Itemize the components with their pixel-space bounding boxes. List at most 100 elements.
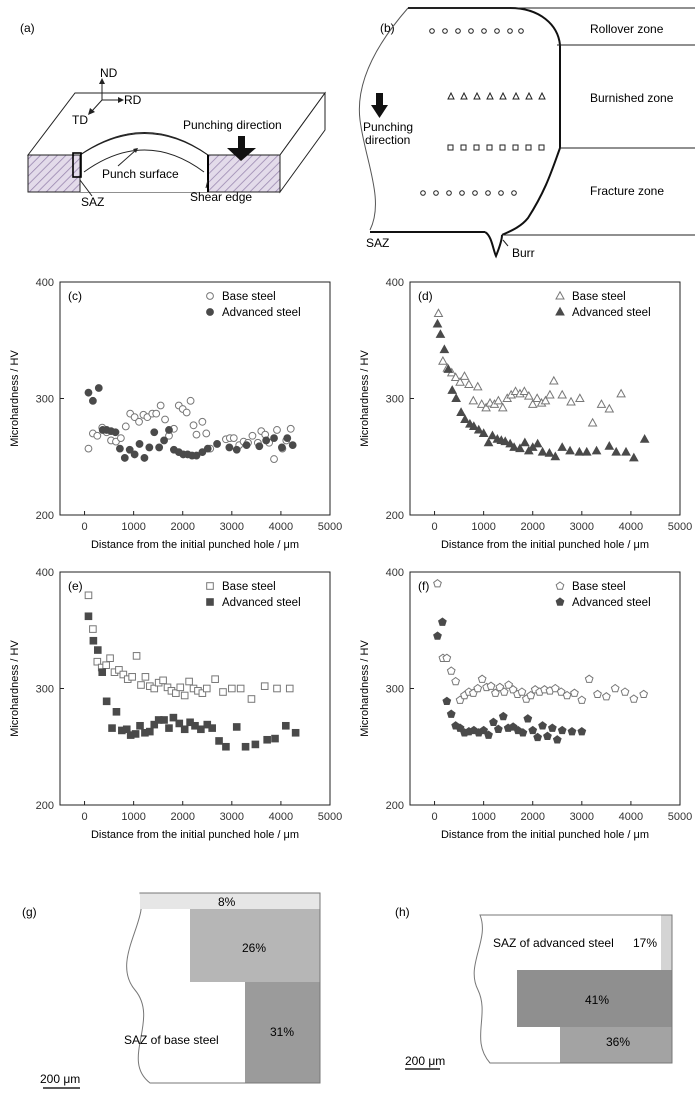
punching-direction-label-b2: direction — [365, 133, 410, 147]
data-point — [128, 673, 136, 681]
data-point — [136, 721, 144, 730]
panel-letter: (e) — [68, 579, 83, 593]
data-point — [93, 657, 102, 666]
y-axis-label: Microhardness / HV — [9, 350, 21, 447]
data-point — [478, 428, 489, 437]
data-point — [120, 454, 129, 462]
marker-row-rollover — [429, 28, 524, 34]
data-point — [229, 434, 238, 443]
data-point — [550, 683, 560, 693]
legend-marker — [206, 582, 214, 590]
saz-percent-17-h: 17% — [633, 936, 657, 950]
axis-label-rd: RD — [124, 93, 142, 107]
punching-direction-label: Punching direction — [183, 118, 282, 132]
data-point — [141, 673, 150, 681]
data-point — [455, 723, 465, 732]
data-point — [621, 446, 631, 456]
data-point — [520, 437, 530, 447]
x-tick-label: 5000 — [318, 521, 342, 533]
legend-label: Advanced steel — [222, 307, 301, 319]
chart-f: (f) 0 1000 2000 3000 4000 5000 200 300 400 Distanc… — [359, 567, 692, 841]
data-point — [172, 689, 180, 697]
data-point — [519, 386, 530, 396]
data-point — [291, 728, 300, 737]
data-point — [540, 395, 551, 405]
chart-c: (c) 0 1000 2000 3000 4000 5000 200 300 400 Distanc… — [9, 277, 342, 551]
data-point — [455, 376, 465, 386]
data-point — [150, 428, 159, 437]
data-point — [208, 724, 216, 732]
data-point — [202, 684, 211, 693]
data-point — [247, 695, 256, 703]
data-point — [137, 681, 145, 689]
data-point — [186, 396, 195, 405]
specimen-left-boundary — [358, 7, 409, 231]
y-tick-label: 400 — [386, 567, 404, 579]
data-point — [84, 612, 93, 621]
data-point — [198, 417, 207, 426]
legend-marker — [206, 598, 214, 606]
data-point — [211, 675, 219, 683]
punch-surface-label: Punch surface — [102, 167, 179, 181]
data-point — [593, 689, 602, 699]
data-point — [497, 402, 508, 412]
data-point — [273, 684, 281, 693]
data-point — [518, 728, 528, 737]
data-point — [277, 443, 286, 452]
data-point — [435, 329, 446, 338]
saz-region-31-g — [245, 982, 320, 1083]
data-point — [451, 393, 461, 402]
series-advanced-steel — [84, 384, 297, 462]
data-point — [557, 725, 567, 735]
scale-bar-label-g: 200 μm — [40, 1072, 80, 1086]
legend-marker — [555, 290, 565, 300]
saz-label-b: SAZ — [366, 236, 389, 250]
chart-e: (e) 0 1000 2000 3000 4000 5000 200 300 400 Distanc… — [9, 567, 342, 841]
data-point — [222, 742, 230, 751]
x-tick-label: 3000 — [570, 521, 594, 533]
data-point — [282, 721, 290, 730]
data-point — [533, 732, 543, 742]
data-point — [185, 677, 193, 686]
panel-letter-h: (h) — [395, 905, 410, 919]
data-point — [567, 726, 577, 736]
y-tick-label: 400 — [386, 277, 404, 289]
data-point — [439, 344, 450, 354]
data-point — [228, 684, 236, 693]
panel-letter-g: (g) — [22, 905, 37, 919]
data-point — [532, 438, 543, 448]
zone-label-rollover: Rollover zone — [590, 22, 664, 36]
data-point — [577, 695, 587, 704]
data-point — [255, 442, 264, 451]
legend-marker — [555, 306, 565, 316]
data-point — [192, 451, 201, 460]
series-advanced-steel — [432, 318, 650, 462]
data-point — [508, 685, 518, 694]
panel-letter: (c) — [68, 289, 82, 303]
data-point — [197, 725, 205, 734]
data-point — [215, 737, 223, 745]
data-point — [601, 692, 611, 701]
burr — [484, 231, 503, 259]
x-tick-label: 5000 — [318, 811, 342, 823]
x-tick-label: 4000 — [269, 811, 293, 823]
data-point — [556, 687, 566, 696]
data-point — [115, 444, 124, 453]
saz-region-41-h — [517, 970, 672, 1027]
data-point — [176, 683, 185, 692]
data-point — [639, 434, 650, 443]
x-axis-label: Distance from the initial punched hole /… — [91, 539, 299, 551]
data-point — [591, 445, 602, 455]
axis-label-td: TD — [72, 113, 88, 127]
data-point — [150, 684, 159, 693]
data-point — [248, 431, 257, 440]
saz-percent-26-g: 26% — [242, 941, 266, 955]
data-point — [135, 417, 143, 426]
axis-label-nd: ND — [100, 66, 118, 80]
x-axis-label: Distance from the initial punched hole /… — [441, 539, 649, 551]
sheared-profile — [501, 7, 561, 236]
data-point — [505, 438, 515, 448]
zone-label-burnished: Burnished zone — [590, 91, 674, 105]
data-point — [500, 436, 511, 446]
data-point — [175, 719, 184, 728]
